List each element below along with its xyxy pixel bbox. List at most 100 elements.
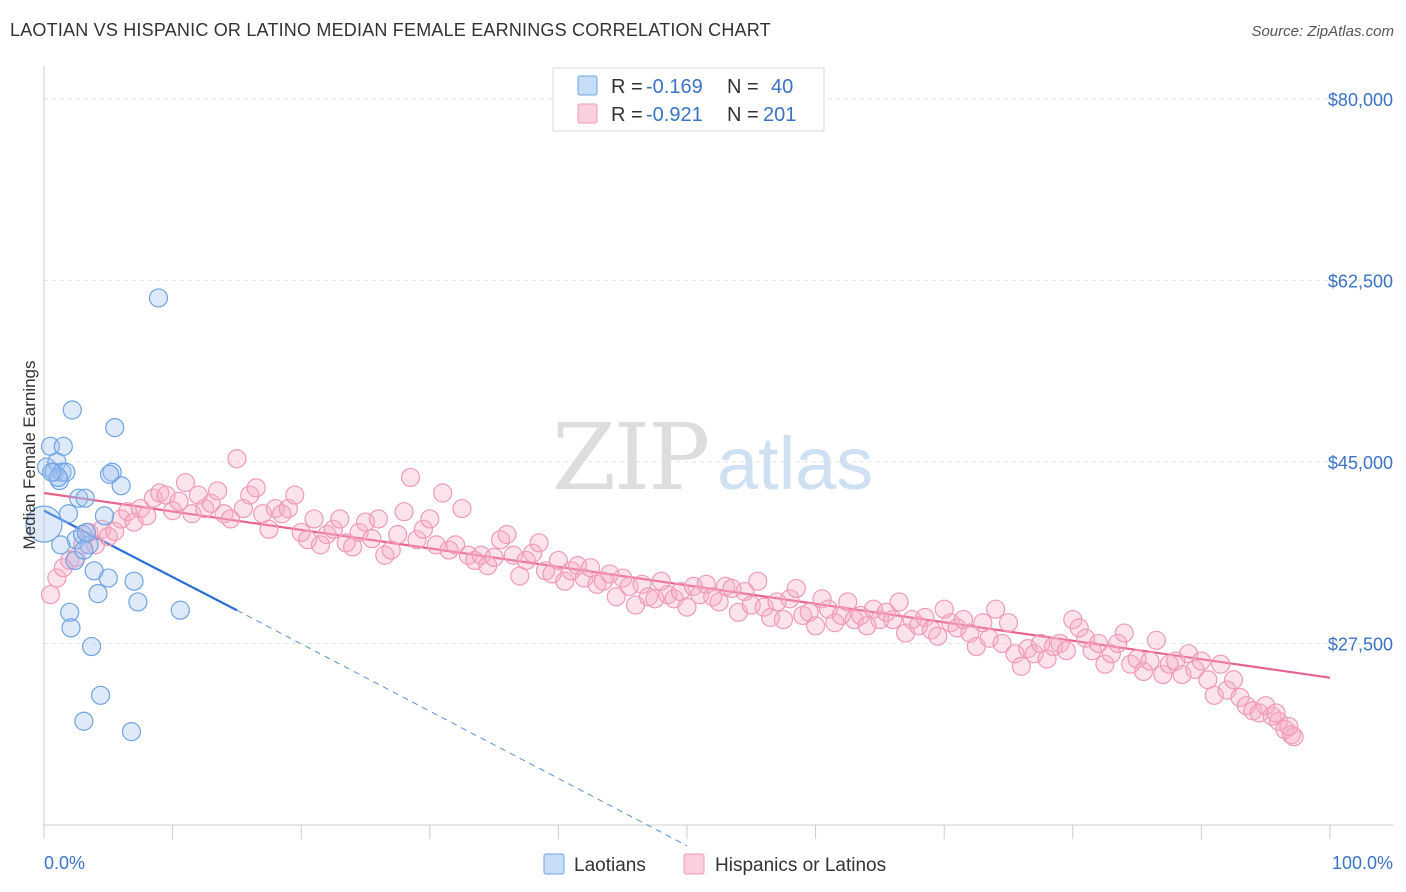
watermark: ZIP atlas — [552, 404, 873, 511]
legend-r-laotians: -0.169 — [646, 76, 703, 98]
hispanics-point — [407, 530, 427, 550]
hispanics-point — [998, 613, 1019, 633]
hispanics-point — [490, 530, 511, 550]
hispanics-point — [1037, 649, 1057, 669]
hispanics-point — [805, 616, 826, 636]
laotians-point — [66, 530, 86, 550]
hispanics-point — [413, 519, 433, 539]
hispanics-point — [1024, 644, 1044, 664]
y-tick-label: $80,000 — [1328, 90, 1393, 110]
hispanics-point — [516, 550, 536, 571]
hispanics-point — [53, 558, 73, 578]
hispanics-point — [529, 533, 549, 553]
hispanics-point — [915, 607, 935, 628]
hispanics-point — [497, 524, 517, 545]
legend-swatch-hispanics — [577, 103, 598, 124]
hispanics-point — [400, 467, 421, 488]
hispanics-point — [285, 485, 305, 505]
hispanics-point — [1011, 656, 1031, 676]
hispanics-point — [632, 574, 652, 594]
laotians-point — [121, 722, 142, 742]
hispanics-point — [1223, 670, 1244, 690]
hispanics-point — [696, 574, 716, 594]
hispanics-point — [291, 522, 311, 543]
hispanics-point — [1133, 661, 1154, 682]
hispanics-points — [40, 449, 1304, 747]
hispanics-point — [1114, 623, 1134, 643]
hispanics-point — [580, 558, 601, 578]
hispanics-point — [452, 498, 472, 519]
bottom-legend-hispanics: Hispanics or Latinos — [715, 855, 886, 876]
hispanics-point — [420, 509, 440, 529]
hispanics-point — [1076, 628, 1096, 648]
laotians-point — [76, 522, 97, 543]
hispanics-point — [1279, 716, 1299, 737]
laotians-point — [62, 400, 82, 420]
hispanics-point — [593, 571, 614, 591]
hispanics-point — [304, 509, 324, 529]
hispanics-point — [272, 504, 292, 524]
y-axis-title: Median Female Earnings — [20, 361, 39, 550]
watermark-zip: ZIP — [552, 404, 708, 511]
laotians-point — [75, 488, 95, 508]
hispanics-point — [298, 530, 318, 550]
laotians-point — [42, 462, 62, 482]
hispanics-point — [825, 613, 845, 633]
laotians-point — [81, 636, 102, 657]
hispanics-point — [375, 545, 395, 565]
hispanics-point — [703, 587, 723, 607]
hispanics-point — [368, 509, 388, 529]
hispanics-point — [889, 592, 909, 612]
axes — [43, 66, 1393, 839]
laotians-point — [74, 711, 94, 731]
hispanics-point — [992, 633, 1012, 654]
hispanics-point — [439, 540, 459, 560]
legend-n-label-1: N = — [727, 76, 759, 98]
laotians-points — [25, 288, 190, 742]
y-tick-label: $62,500 — [1328, 271, 1393, 291]
hispanics-point — [1146, 630, 1166, 650]
laotians-point — [48, 467, 68, 488]
hispanics-point — [40, 585, 61, 605]
laotians-point — [79, 535, 99, 555]
hispanics-point — [600, 564, 620, 584]
hispanics-point — [523, 543, 543, 563]
hispanics-point — [394, 502, 414, 522]
hispanics-point — [227, 449, 247, 469]
laotians-point — [69, 488, 89, 508]
gridlines — [44, 98, 1393, 644]
hispanics-point — [986, 599, 1006, 619]
legend-n-hispanics: 201 — [763, 104, 796, 126]
hispanics-point — [362, 529, 382, 549]
bottom-legend: Laotians Hispanics or Latinos — [543, 853, 886, 876]
source-label: Source: ZipAtlas.com — [1251, 23, 1394, 40]
laotians-point — [74, 540, 94, 560]
hispanics-point — [220, 509, 241, 529]
bottom-legend-laotians: Laotians — [574, 855, 646, 876]
legend-r-label-1: R = — [611, 76, 643, 98]
hispanics-point — [780, 589, 800, 609]
legend-r-label-2: R = — [611, 104, 643, 126]
hispanics-point — [1050, 633, 1070, 654]
hispanics-point — [246, 478, 266, 498]
hispanics-point — [484, 547, 504, 567]
hispanics-point — [169, 491, 189, 511]
hispanics-point — [1056, 641, 1076, 661]
hispanics-point — [1191, 651, 1212, 671]
hispanics-point — [555, 571, 575, 591]
hispanics-point — [47, 568, 67, 588]
chart-title: LAOTIAN VS HISPANIC OR LATINO MEDIAN FEM… — [10, 20, 771, 40]
hispanics-point — [323, 519, 343, 539]
hispanics-point — [503, 545, 523, 565]
hispanics-point — [876, 602, 896, 622]
hispanics-point — [812, 589, 832, 609]
hispanics-point — [1140, 651, 1160, 671]
hispanics-point — [548, 550, 569, 571]
hispanics-point — [1172, 664, 1192, 685]
hispanics-point — [195, 498, 215, 519]
laotians-point — [124, 571, 144, 591]
laotians-point — [51, 535, 71, 555]
hispanics-point — [317, 524, 337, 545]
laotians-trend-line — [43, 509, 238, 612]
